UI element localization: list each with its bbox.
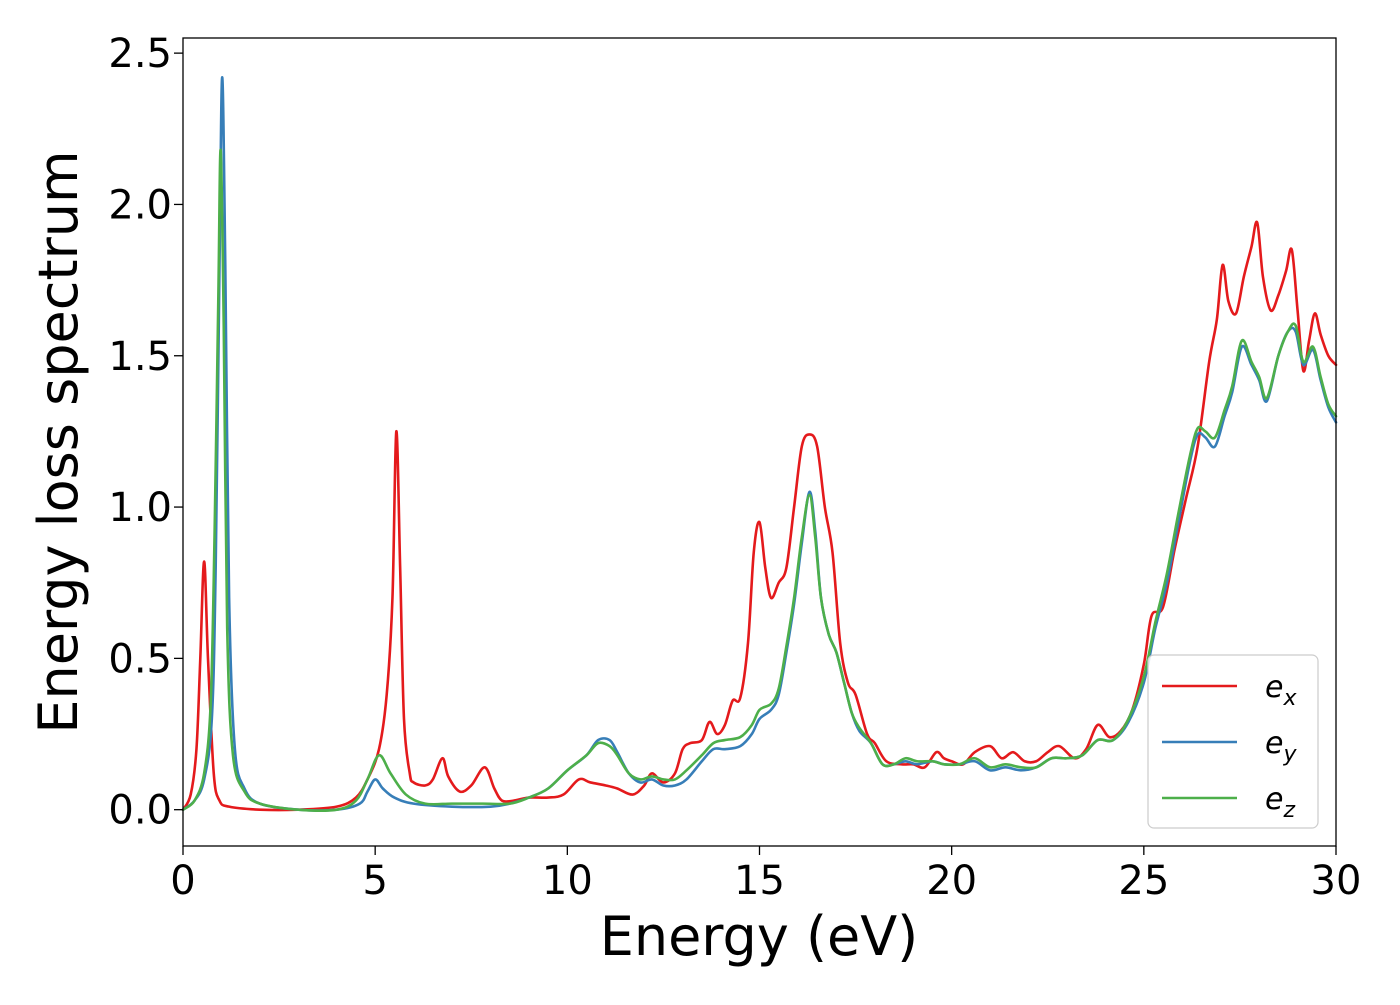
series-layer [181,76,1338,812]
y-tick-label: 0.0 [108,788,172,834]
x-tick-label: 20 [926,858,977,904]
x-tick-label: 0 [170,858,195,904]
x-tick-label: 30 [1311,858,1362,904]
y-tick-label: 1.5 [108,334,172,380]
y-tick-label: 0.5 [108,636,172,682]
y-tick-label: 2.5 [108,31,172,77]
x-tick-label: 5 [362,858,387,904]
x-tick-label: 10 [542,858,593,904]
series-line-ex [181,220,1338,812]
y-axis-title: Energy loss spectrum [27,150,90,733]
series-line-ez [181,148,1338,812]
x-tick-label: 15 [734,858,785,904]
x-axis-ticks: 0 5 10 15 20 25 30 [170,846,1361,904]
y-tick-label: 2.0 [108,182,172,228]
x-tick-label: 25 [1118,858,1169,904]
y-tick-label: 1.0 [108,485,172,531]
x-axis-title: Energy (eV) [600,905,919,968]
y-axis-ticks: 0.0 0.5 1.0 1.5 2.0 2.5 [108,31,183,834]
